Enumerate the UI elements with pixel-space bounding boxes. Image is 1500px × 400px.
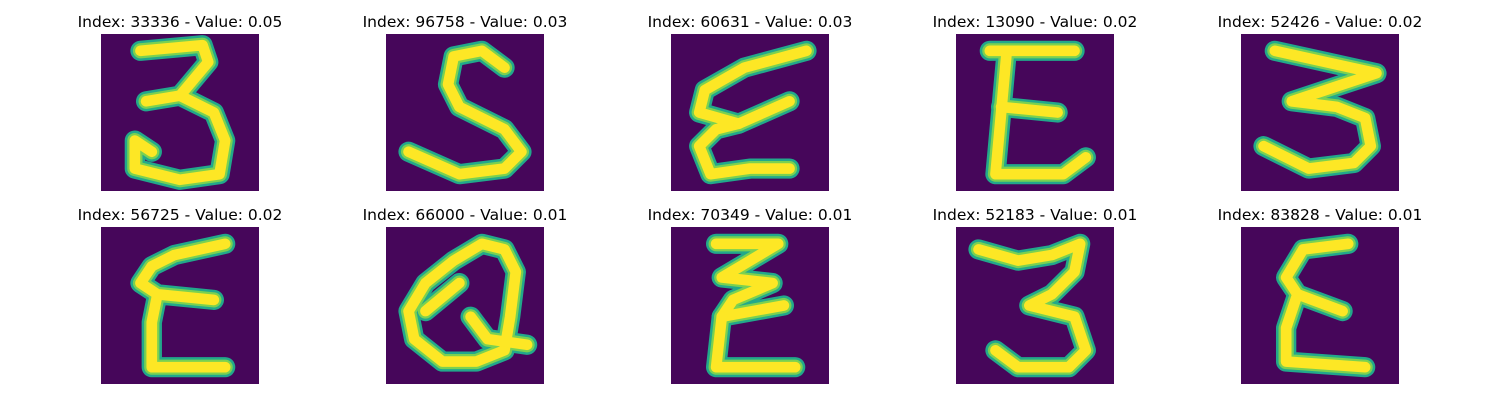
panel-title: Index: 66000 - Value: 0.01	[362, 206, 568, 224]
glyph-image-e-zigzag	[671, 227, 829, 384]
glyph-image-3	[101, 34, 259, 191]
panel-5: Index: 52426 - Value: 0.02	[1210, 12, 1430, 202]
panel-title: Index: 13090 - Value: 0.02	[932, 13, 1138, 31]
panel-7: Index: 66000 - Value: 0.01	[355, 205, 575, 395]
glyph-image-q	[386, 227, 544, 384]
panel-title: Index: 83828 - Value: 0.01	[1217, 206, 1423, 224]
panel-10: Index: 83828 - Value: 0.01	[1210, 205, 1430, 395]
glyph-image-e	[956, 34, 1114, 191]
panel-title: Index: 52183 - Value: 0.01	[932, 206, 1138, 224]
panel-9: Index: 52183 - Value: 0.01	[925, 205, 1145, 395]
panel-title: Index: 96758 - Value: 0.03	[362, 13, 568, 31]
glyph-image-s	[386, 34, 544, 191]
panel-2: Index: 96758 - Value: 0.03	[355, 12, 575, 202]
panel-6: Index: 56725 - Value: 0.02	[70, 205, 290, 395]
glyph-image-e	[1241, 227, 1399, 384]
panel-3: Index: 60631 - Value: 0.03	[640, 12, 860, 202]
panel-1: Index: 33336 - Value: 0.05	[70, 12, 290, 202]
panel-title: Index: 70349 - Value: 0.01	[647, 206, 853, 224]
panel-8: Index: 70349 - Value: 0.01	[640, 205, 860, 395]
panel-4: Index: 13090 - Value: 0.02	[925, 12, 1145, 202]
glyph-image-e	[101, 227, 259, 384]
glyph-image-e-slanted	[671, 34, 829, 191]
glyph-image-3	[1241, 34, 1399, 191]
glyph-image-3	[956, 227, 1114, 384]
panel-title: Index: 60631 - Value: 0.03	[647, 13, 853, 31]
panel-title: Index: 56725 - Value: 0.02	[77, 206, 283, 224]
panel-title: Index: 52426 - Value: 0.02	[1217, 13, 1423, 31]
panel-title: Index: 33336 - Value: 0.05	[77, 13, 283, 31]
